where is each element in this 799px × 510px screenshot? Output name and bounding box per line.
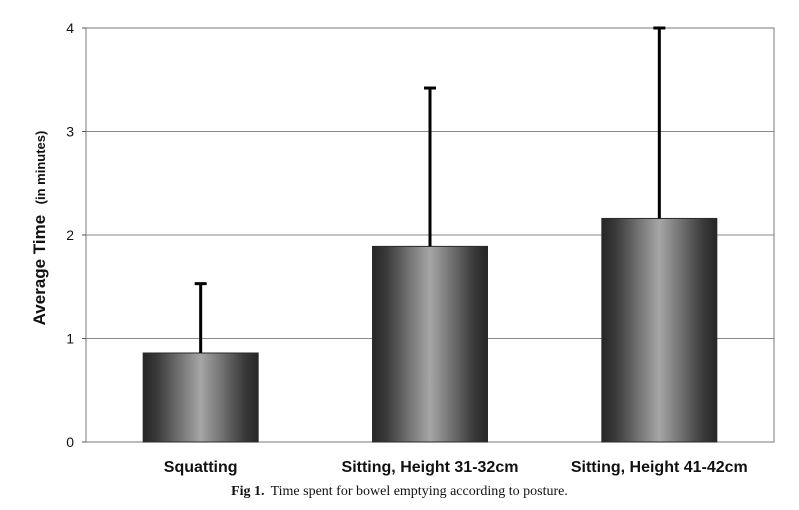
bars xyxy=(142,217,718,443)
x-category-label: Squatting xyxy=(164,459,238,476)
y-tick-label: 0 xyxy=(66,434,74,450)
caption-label: Fig 1. xyxy=(231,484,265,499)
y-axis-ticks: 0 1 2 3 4 xyxy=(66,20,86,450)
y-tick-label: 4 xyxy=(66,20,74,36)
x-axis-labels: Squatting Sitting, Height 31-32cm Sitting,… xyxy=(164,459,748,476)
bar-chart: 0 1 2 3 4 Squatting Sitting, Height 31-32cm Si… xyxy=(30,20,775,476)
bar xyxy=(601,217,718,443)
bar xyxy=(372,245,488,443)
error-bars xyxy=(194,26,666,353)
caption-text: Time spent for bowel emptying according … xyxy=(270,484,568,499)
y-axis-label: Average Time xyxy=(30,215,49,326)
x-category-label: Sitting, Height 31-32cm xyxy=(342,459,519,476)
x-category-label: Sitting, Height 41-42cm xyxy=(571,459,748,476)
y-tick-label: 3 xyxy=(66,124,74,140)
y-axis-unit: (in minutes) xyxy=(33,131,48,205)
bar xyxy=(142,352,259,443)
figure-caption: Fig 1. Time spent for bowel emptying acco… xyxy=(0,484,799,500)
y-tick-label: 1 xyxy=(66,331,74,347)
y-tick-label: 2 xyxy=(66,227,74,243)
y-axis-title: Average Time (in minutes) xyxy=(30,131,49,326)
